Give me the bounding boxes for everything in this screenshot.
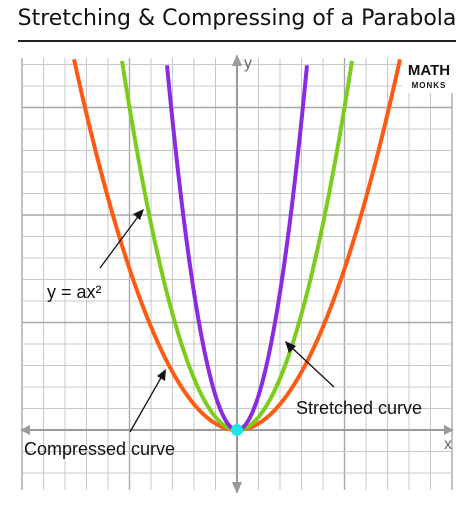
equation-arrowhead	[133, 209, 144, 220]
page-title: Stretching & Compressing of a Parabola	[17, 6, 457, 31]
stretched-arrow	[289, 345, 335, 388]
x-axis-label: x	[444, 436, 452, 453]
equation-arrow	[99, 213, 141, 269]
y-axis-arrow-bottom	[232, 482, 242, 494]
stretched-label: Stretched curve	[296, 398, 422, 418]
vertex-point	[231, 424, 243, 436]
x-axis-arrow-right	[444, 425, 454, 435]
compressed-arrowhead	[157, 369, 166, 381]
compressed-label: Compressed curve	[24, 439, 175, 459]
stretched-arrowhead	[285, 341, 296, 353]
logo-bottom-text: MONKS	[412, 81, 447, 90]
equation-label: y = ax²	[47, 282, 102, 302]
title-underline	[18, 40, 456, 42]
y-axis-arrow-top	[232, 54, 242, 66]
labels: y = ax² Stretched curve Compressed curve	[24, 282, 422, 459]
compressed-arrow	[129, 375, 163, 433]
y-axis-label: y	[244, 55, 252, 72]
logo-background	[402, 57, 456, 93]
annotation-arrows	[99, 209, 335, 433]
logo: MATH MONKS	[402, 57, 456, 93]
logo-top-text: MATH	[408, 62, 450, 79]
x-axis-arrow-left	[20, 425, 30, 435]
